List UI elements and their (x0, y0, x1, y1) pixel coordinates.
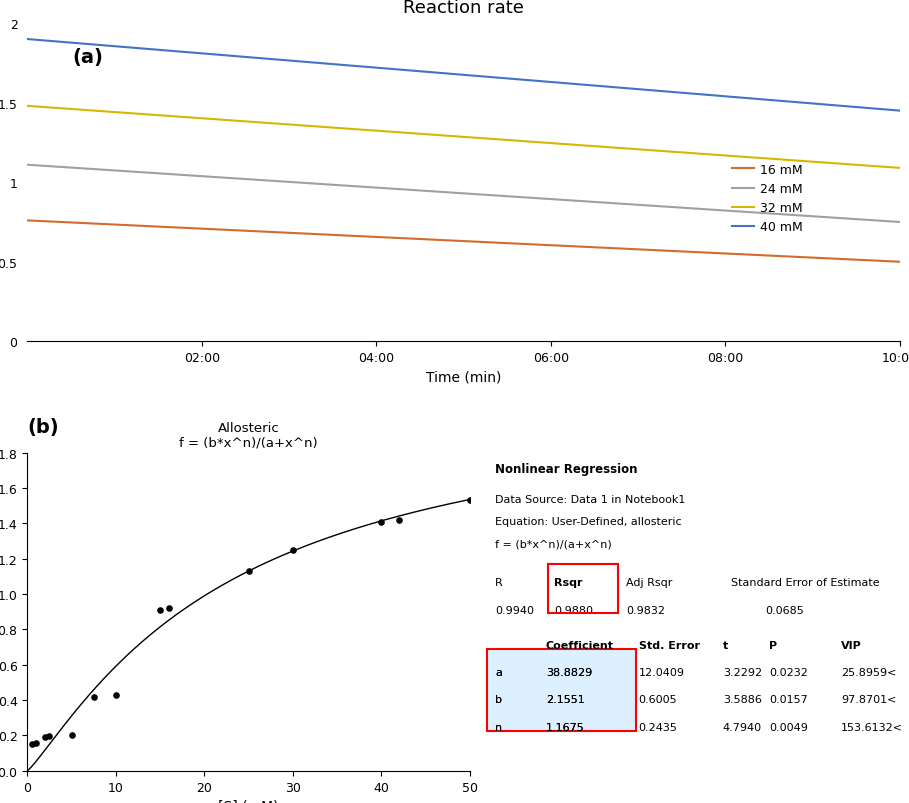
Text: 0.0049: 0.0049 (769, 722, 808, 732)
Text: b: b (495, 695, 503, 704)
Point (42, 730, 56, 743)
Text: 0.9880: 0.9880 (554, 605, 594, 616)
Point (162, 602, 176, 615)
Text: VIP: VIP (841, 641, 862, 650)
Text: (a): (a) (73, 48, 104, 67)
Text: 0.0685: 0.0685 (765, 605, 804, 616)
Text: (b): (b) (27, 418, 59, 437)
Line: 16 mM: 16 mM (27, 221, 900, 263)
Text: R: R (495, 577, 503, 587)
Text: f = (b*x^n)/(a+x^n): f = (b*x^n)/(a+x^n) (495, 539, 612, 549)
Text: 0.6005: 0.6005 (639, 695, 677, 704)
Text: 38.8829: 38.8829 (546, 667, 592, 678)
40 mM (22, 35, 33, 45)
Point (241, 565, 255, 578)
Point (153, 604, 167, 617)
40 mM (306, 59, 317, 68)
Line: 32 mM: 32 mM (27, 107, 900, 169)
Text: n: n (495, 722, 503, 732)
40 mM (652, 87, 663, 96)
Point (108, 688, 123, 701)
32 mM (367, 126, 378, 136)
X-axis label: Time (min): Time (min) (426, 370, 501, 384)
Text: a: a (495, 667, 502, 678)
Point (86, 691, 101, 703)
24 mM (367, 183, 378, 193)
16 mM (126, 222, 137, 231)
24 mM (894, 218, 905, 227)
Text: 38.8829: 38.8829 (546, 667, 592, 678)
40 mM (126, 43, 137, 53)
Text: Nonlinear Regression: Nonlinear Regression (495, 463, 638, 475)
Text: 2.1551: 2.1551 (546, 695, 584, 704)
Line: 24 mM: 24 mM (27, 165, 900, 222)
32 mM (652, 147, 663, 157)
40 mM (656, 88, 667, 97)
Point (374, 516, 388, 528)
Point (37, 731, 52, 744)
Text: Rsqr: Rsqr (554, 577, 583, 587)
Text: 0.2435: 0.2435 (639, 722, 677, 732)
32 mM (126, 109, 137, 119)
Legend: 16 mM, 24 mM, 32 mM, 40 mM: 16 mM, 24 mM, 32 mM, 40 mM (732, 164, 804, 234)
24 mM (652, 202, 663, 212)
24 mM (656, 202, 667, 212)
Point (29, 737, 44, 750)
16 mM (652, 246, 663, 255)
16 mM (367, 233, 378, 243)
Text: Adj Rsqr: Adj Rsqr (626, 577, 673, 587)
Text: 97.8701<: 97.8701< (841, 695, 896, 704)
24 mM (22, 161, 33, 170)
32 mM (22, 102, 33, 112)
Title: Reaction rate: Reaction rate (404, 0, 524, 17)
16 mM (306, 230, 317, 239)
Text: Data Source: Data 1 in Notebook1: Data Source: Data 1 in Notebook1 (495, 495, 685, 504)
Text: Std. Error: Std. Error (639, 641, 700, 650)
16 mM (894, 258, 905, 267)
Point (392, 514, 406, 527)
Text: Coefficient: Coefficient (546, 641, 614, 650)
32 mM (306, 122, 317, 132)
24 mM (306, 179, 317, 189)
40 mM (894, 107, 905, 116)
Text: 153.6132<: 153.6132< (841, 722, 903, 732)
Point (65, 729, 79, 742)
24 mM (126, 168, 137, 177)
Text: Standard Error of Estimate: Standard Error of Estimate (732, 577, 880, 587)
Text: 12.0409: 12.0409 (639, 667, 684, 678)
Text: n: n (495, 722, 503, 732)
Text: 0.9832: 0.9832 (626, 605, 665, 616)
16 mM (22, 216, 33, 226)
Title: Allosteric
f = (b*x^n)/(a+x^n): Allosteric f = (b*x^n)/(a+x^n) (179, 422, 318, 449)
16 mM (656, 247, 667, 256)
32 mM (571, 141, 582, 150)
Text: a: a (495, 667, 502, 678)
Point (463, 495, 477, 507)
Point (25, 738, 39, 751)
Text: 0.9940: 0.9940 (495, 605, 534, 616)
32 mM (656, 147, 667, 157)
Text: 25.8959<: 25.8959< (841, 667, 896, 678)
Line: 40 mM: 40 mM (27, 40, 900, 112)
24 mM (571, 197, 582, 206)
Text: b: b (495, 695, 503, 704)
40 mM (571, 80, 582, 90)
Text: 0.0157: 0.0157 (769, 695, 808, 704)
Point (285, 544, 300, 556)
40 mM (367, 63, 378, 73)
Text: P: P (769, 641, 777, 650)
Text: 1.1675: 1.1675 (546, 722, 584, 732)
FancyBboxPatch shape (487, 650, 636, 732)
Text: 0.0232: 0.0232 (769, 667, 808, 678)
Text: t: t (723, 641, 728, 650)
32 mM (894, 164, 905, 173)
Text: 1.1675: 1.1675 (546, 722, 584, 732)
Text: 2.1551: 2.1551 (546, 695, 584, 704)
Text: 4.7940: 4.7940 (723, 722, 762, 732)
X-axis label: [S] (mM): [S] (mM) (218, 799, 279, 803)
Text: Equation: User-Defined, allosteric: Equation: User-Defined, allosteric (495, 516, 682, 527)
16 mM (571, 243, 582, 252)
Text: 3.2292: 3.2292 (723, 667, 762, 678)
Text: 3.5886: 3.5886 (723, 695, 762, 704)
